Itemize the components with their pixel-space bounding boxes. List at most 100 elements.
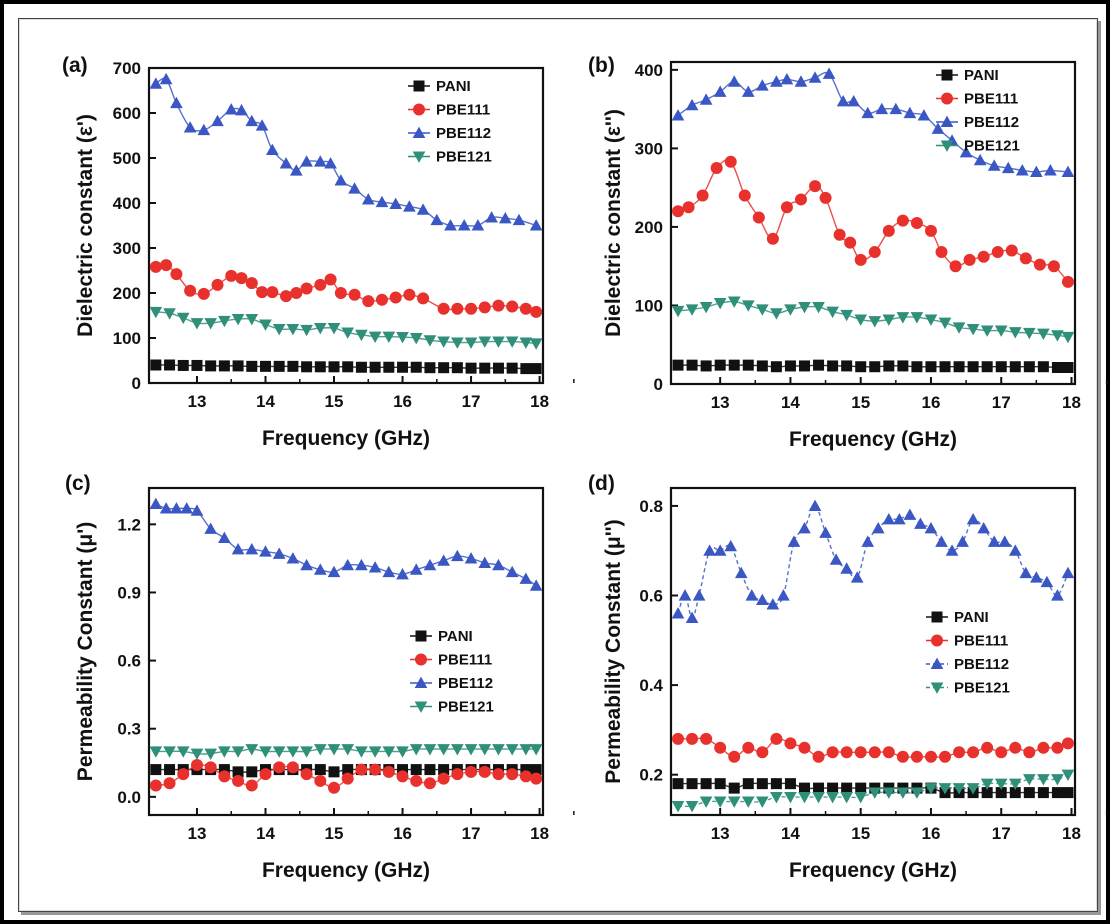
data-point-pbe111: [403, 288, 416, 301]
y-tick-label: 0.6: [639, 587, 663, 606]
legend-label: PANI: [436, 78, 471, 95]
data-point-pbe111: [844, 236, 857, 249]
data-point-pbe112: [1019, 566, 1033, 579]
legend-marker: [941, 92, 953, 105]
data-point-pbe112: [808, 499, 822, 511]
data-point-pbe111: [225, 269, 238, 282]
data-point-pani: [798, 360, 810, 372]
data-point-pbe112: [945, 544, 959, 556]
data-point-pbe121: [218, 315, 231, 328]
data-point-pbe112: [713, 544, 727, 556]
data-point-pani: [911, 361, 923, 373]
data-point-pbe112: [1061, 165, 1075, 178]
data-point-pani: [424, 362, 436, 374]
data-point-pbe112: [829, 553, 843, 565]
y-tick-label: 400: [113, 194, 141, 213]
data-point-pbe121: [1023, 774, 1036, 786]
data-point-pani: [1037, 787, 1049, 799]
legend-entry-pbe112: PBE112: [410, 675, 493, 692]
data-point-pani: [479, 362, 491, 374]
data-point-pbe111: [728, 750, 741, 763]
data-point-pbe111: [794, 193, 807, 206]
data-point-pbe112: [1061, 566, 1075, 579]
data-point-pbe121: [1008, 327, 1022, 339]
data-point-pani: [813, 782, 825, 794]
data-point-pbe111: [1051, 741, 1064, 754]
y-tick-label: 0.8: [639, 497, 663, 516]
data-point-pbe112: [416, 203, 430, 215]
data-point-pbe121: [176, 746, 190, 758]
legend-label: PBE112: [438, 675, 493, 692]
x-tick-label: 14: [781, 824, 800, 843]
legend-entry-pani: PANI: [926, 609, 989, 626]
data-point-pbe111: [742, 741, 755, 754]
data-point-pbe112: [464, 552, 478, 564]
data-point-pani: [342, 361, 354, 373]
data-point-pbe111: [700, 732, 713, 745]
data-point-pbe111: [530, 772, 543, 785]
data-point-pbe111: [1037, 741, 1050, 754]
series-pbe111: [149, 759, 543, 794]
panel-label: (d): [588, 472, 615, 495]
data-point-pbe112: [836, 94, 850, 107]
data-point-pbe121: [437, 744, 450, 756]
series-line-pbe112: [155, 503, 537, 587]
data-point-pani: [369, 361, 381, 373]
y-tick-label: 200: [113, 284, 141, 303]
data-point-pani: [995, 787, 1007, 799]
data-point-pbe121: [341, 744, 355, 756]
data-point-pbe121: [756, 796, 769, 808]
data-point-pbe111: [197, 287, 210, 300]
data-point-pbe121: [204, 318, 217, 330]
legend-label: PBE111: [964, 91, 1018, 108]
x-axis-label: Frequency (GHz): [789, 428, 957, 451]
data-point-pbe112: [375, 195, 389, 208]
data-point-pbe112: [272, 547, 286, 559]
data-point-pbe112: [713, 85, 727, 97]
data-point-pani: [784, 778, 796, 790]
data-point-pani: [530, 363, 542, 375]
data-point-pbe121: [272, 323, 286, 336]
x-tick-label: 18: [1062, 393, 1081, 412]
data-point-pbe111: [963, 253, 976, 266]
data-point-pbe112: [492, 558, 505, 571]
data-point-pbe121: [505, 744, 519, 756]
legend-marker: [940, 115, 954, 128]
legend-marker: [413, 80, 425, 92]
data-point-pbe112: [266, 143, 279, 155]
data-point-pbe121: [368, 746, 382, 758]
data-point-pbe111: [334, 287, 347, 299]
y-axis-label: Dielectric constant (ε''): [602, 109, 625, 337]
data-point-pbe121: [1037, 328, 1050, 341]
data-point-pbe121: [286, 746, 300, 758]
data-point-pani: [798, 782, 810, 794]
data-point-pbe111: [826, 746, 839, 759]
data-point-pbe112: [279, 157, 293, 169]
data-point-pbe112: [382, 565, 396, 578]
data-point-pani: [855, 361, 867, 373]
data-point-pani: [686, 778, 698, 790]
data-point-pbe112: [787, 535, 801, 547]
data-point-pbe121: [231, 746, 245, 758]
data-point-pbe112: [259, 545, 272, 557]
data-point-pbe112: [1044, 164, 1057, 176]
data-point-pbe112: [159, 502, 173, 514]
data-point-pbe112: [224, 103, 238, 115]
data-point-pani: [827, 360, 839, 372]
series-pbe112: [671, 499, 1075, 623]
data-point-pbe111: [696, 189, 709, 202]
data-point-pbe121: [259, 319, 272, 331]
data-point-pbe121: [924, 314, 938, 326]
data-point-pbe121: [1051, 330, 1064, 342]
data-point-pbe111: [348, 288, 361, 301]
data-point-pbe121: [300, 746, 313, 758]
data-point-pbe112: [327, 565, 341, 578]
data-point-pani: [756, 778, 768, 790]
series-pbe111: [672, 155, 1074, 288]
data-point-pbe112: [973, 153, 987, 166]
series-pbe112: [671, 67, 1075, 178]
data-point-pani: [424, 764, 436, 776]
data-point-pani: [465, 362, 477, 374]
data-point-pbe112: [893, 513, 906, 525]
legend-label: PBE111: [438, 652, 492, 669]
